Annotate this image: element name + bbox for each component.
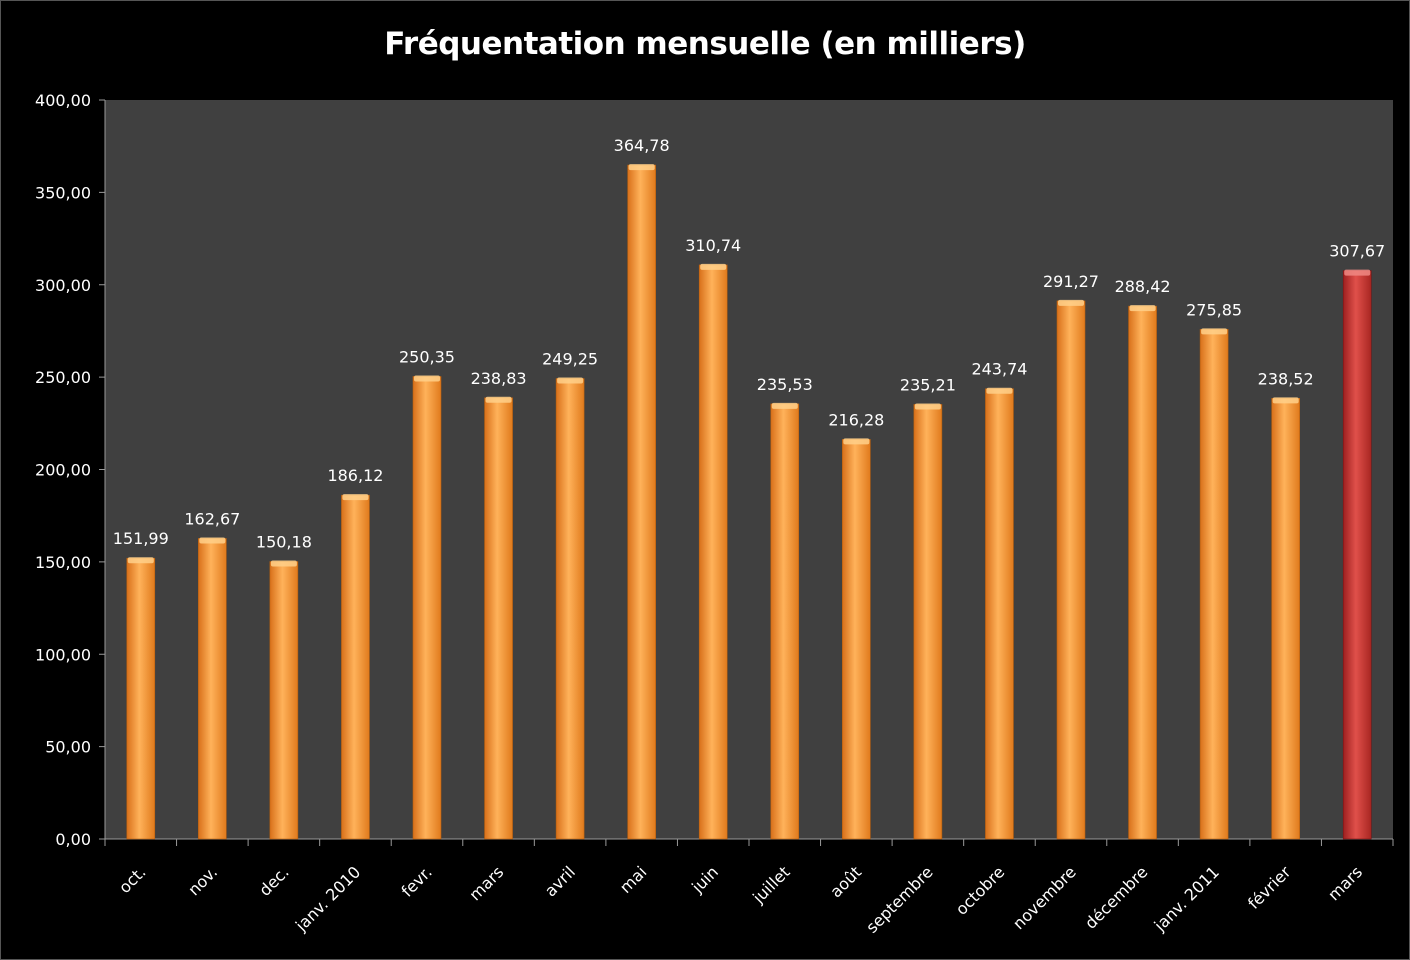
data-label: 150,18 (256, 533, 312, 552)
data-label: 162,67 (184, 509, 240, 528)
bar (484, 397, 513, 840)
bar-cap (771, 402, 798, 409)
y-tick-label: 150,00 (35, 553, 91, 572)
bar-cap (270, 560, 297, 567)
bar (1128, 305, 1157, 840)
bar (269, 561, 299, 840)
x-category-label: novembre (1009, 862, 1080, 933)
bar (1056, 300, 1086, 840)
y-tick-label: 350,00 (35, 183, 91, 202)
x-category-label: octobre (952, 862, 1008, 918)
x-category-label: mai (616, 862, 651, 897)
bar-cap (1344, 269, 1371, 276)
bar-cap (1058, 299, 1084, 306)
y-tick-label: 250,00 (35, 368, 91, 387)
data-label: 275,85 (1186, 300, 1242, 319)
bar-cap (843, 438, 870, 445)
bar (1199, 329, 1229, 840)
plot-area (105, 100, 1393, 839)
x-category-label: nov. (184, 862, 221, 899)
bar-cap (1129, 305, 1156, 312)
y-axis: 0,00 50,00 100,00 150,00 200,00 250,00 300,00 3… (35, 91, 106, 849)
x-category-label: février (1244, 862, 1295, 913)
data-label: 186,12 (327, 466, 383, 485)
bar-cap (914, 403, 941, 410)
bar (412, 376, 442, 840)
x-category-label: septembre (862, 862, 936, 936)
bar-cap (628, 164, 655, 171)
x-category-label: mars (465, 862, 507, 904)
data-label: 235,53 (757, 375, 813, 394)
bar-cap (557, 377, 584, 384)
x-category-label: août (826, 862, 865, 901)
bars (126, 164, 1372, 840)
bar (842, 439, 871, 840)
data-label: 307,67 (1329, 242, 1385, 261)
bar (1342, 270, 1372, 840)
bar-cap (485, 396, 512, 403)
x-axis: oct. nov. dec. janv. 2010 fevr. mars avril mai j… (104, 838, 1394, 937)
bar (1271, 398, 1300, 840)
data-labels: 151,99 162,67 150,18 186,12 250,35 238,83 249,… (113, 136, 1385, 551)
data-label: 250,35 (399, 347, 455, 366)
data-label: 238,83 (471, 369, 527, 388)
chart-title: Fréquentation mensuelle (en milliers) (384, 26, 1026, 62)
bar (198, 538, 227, 840)
bar (341, 494, 370, 840)
data-label: 291,27 (1043, 272, 1099, 291)
bar (555, 378, 585, 840)
x-category-label: avril (541, 862, 579, 900)
x-category-label: décembre (1081, 862, 1151, 932)
data-label: 235,21 (900, 375, 956, 394)
y-tick-label: 50,00 (45, 738, 91, 757)
bar-cap (199, 537, 226, 544)
bar-cap (986, 387, 1013, 394)
data-label: 288,42 (1115, 277, 1171, 296)
bar-cap (127, 557, 154, 564)
data-label: 243,74 (971, 360, 1027, 379)
bar (770, 403, 800, 840)
data-label: 238,52 (1258, 369, 1314, 388)
x-category-label: fevr. (398, 862, 436, 900)
bar-cap (700, 263, 727, 270)
data-label: 151,99 (113, 529, 169, 548)
bar (913, 404, 943, 840)
bar-cap (342, 494, 369, 501)
bar-cap (1272, 397, 1299, 404)
x-category-label: oct. (115, 862, 150, 897)
bar-cap (414, 375, 440, 382)
x-category-label: janv. 2010 (291, 862, 364, 935)
x-category-label: dec. (255, 862, 292, 899)
bar (126, 557, 156, 840)
bar (627, 164, 656, 840)
y-tick-label: 0,00 (55, 830, 91, 849)
data-label: 249,25 (542, 350, 598, 369)
bar-cap (1201, 328, 1228, 335)
y-tick-label: 300,00 (35, 276, 91, 295)
x-category-label: juin (687, 862, 722, 897)
data-label: 216,28 (828, 410, 884, 429)
x-category-label: mars (1324, 862, 1366, 904)
y-tick-label: 200,00 (35, 461, 91, 480)
y-tick-label: 100,00 (35, 645, 91, 664)
y-tick-label: 400,00 (35, 91, 91, 110)
bar (985, 388, 1014, 840)
data-label: 310,74 (685, 236, 741, 255)
x-category-label: janv. 2011 (1150, 862, 1223, 935)
bar (698, 264, 728, 840)
x-category-label: juillet (748, 862, 793, 907)
data-label: 364,78 (614, 136, 670, 155)
